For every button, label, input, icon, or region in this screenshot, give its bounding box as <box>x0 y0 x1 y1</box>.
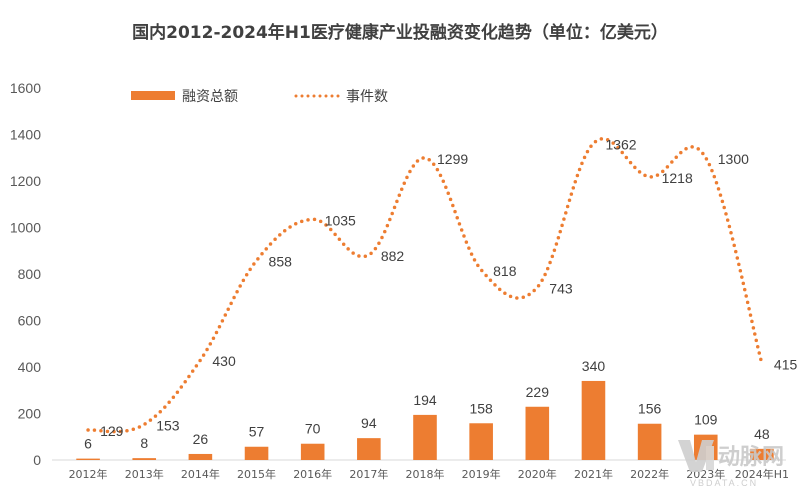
y-tick-label: 600 <box>18 313 42 329</box>
watermark-subtext: VBDATA.CN <box>690 478 758 488</box>
x-tick-label: 2019年 <box>462 467 501 481</box>
line-value-label: 415 <box>774 357 798 373</box>
y-tick-label: 400 <box>18 359 42 375</box>
line-series <box>86 137 764 434</box>
line-value-label: 743 <box>549 280 573 296</box>
bar-value-label: 48 <box>754 426 770 442</box>
legend-label-bar: 融资总额 <box>182 89 238 105</box>
chart-title: 国内2012-2024年H1医疗健康产业投融资变化趋势（单位：亿美元） <box>132 22 668 43</box>
x-tick-label: 2012年 <box>69 467 108 481</box>
bar-value-label: 70 <box>305 421 321 437</box>
x-tick-label: 2024年H1 <box>735 467 789 481</box>
bar-value-label: 26 <box>193 431 209 447</box>
x-tick-label: 2014年 <box>181 467 220 481</box>
bar-value-label: 194 <box>413 392 437 408</box>
watermark-logo-icon <box>678 440 714 472</box>
line-value-label: 153 <box>156 417 180 433</box>
x-tick-label: 2021年 <box>574 467 613 481</box>
line-value-label: 430 <box>212 353 236 369</box>
bar <box>469 423 493 460</box>
bar <box>132 458 157 460</box>
data-labels: 6 8 26 57 70 94 194 158 229 340 156 109 48 129 153 430 8… <box>84 136 797 451</box>
bar <box>188 453 213 460</box>
bar-value-label: 8 <box>140 435 148 451</box>
bar <box>76 458 100 460</box>
bar-value-label: 156 <box>638 401 662 417</box>
line-value-label: 129 <box>100 423 124 439</box>
x-tick-label: 2020年 <box>518 467 557 481</box>
x-tick-label: 2017年 <box>349 467 388 481</box>
bar <box>525 406 550 460</box>
line-value-label: 858 <box>269 254 293 270</box>
bar <box>750 448 774 460</box>
y-tick-label: 1400 <box>10 127 41 143</box>
y-tick-label: 200 <box>18 406 42 422</box>
watermark: 动脉网 VBDATA.CN <box>678 440 784 488</box>
legend-swatch-bar <box>131 91 175 100</box>
x-tick-label: 2015年 <box>237 467 276 481</box>
bar-series <box>76 380 774 460</box>
watermark-text: 动脉网 <box>718 445 784 470</box>
x-tick-label: 2016年 <box>293 467 332 481</box>
y-tick-label: 1600 <box>10 80 41 96</box>
bar-value-label: 158 <box>469 400 493 416</box>
bar-value-label: 57 <box>249 424 265 440</box>
bar <box>244 446 269 460</box>
x-tick-label: 2013年 <box>125 467 164 481</box>
bar-value-label: 94 <box>361 415 377 431</box>
x-axis: 2012年 2013年 2014年 2015年 2016年 2017年 2018年 2019年… <box>69 467 789 481</box>
bar <box>413 414 437 460</box>
legend: 融资总额 事件数 <box>131 89 388 105</box>
bar-value-label: 109 <box>694 412 718 428</box>
line-value-label: 818 <box>493 263 517 279</box>
bar <box>637 423 662 460</box>
bar-value-label: 229 <box>526 384 550 400</box>
line-value-label: 1299 <box>437 151 468 167</box>
y-axis: 0 200 400 600 800 1000 1200 1400 1600 <box>10 80 41 468</box>
line-path <box>86 137 764 434</box>
line-value-label: 1218 <box>662 170 693 186</box>
legend-label-line: 事件数 <box>346 89 388 105</box>
line-value-label: 882 <box>381 248 405 264</box>
x-tick-label: 2022年 <box>630 467 669 481</box>
y-tick-label: 1200 <box>10 173 41 189</box>
bar <box>357 438 381 460</box>
bar-value-label: 340 <box>582 358 606 374</box>
line-value-label: 1362 <box>605 136 636 152</box>
line-value-label: 1300 <box>718 151 749 167</box>
x-tick-label: 2018年 <box>406 467 445 481</box>
bar <box>300 443 325 460</box>
bar <box>581 380 606 460</box>
y-tick-label: 0 <box>33 452 41 468</box>
bar-value-label: 6 <box>84 436 92 452</box>
y-tick-label: 800 <box>18 266 42 282</box>
y-tick-label: 1000 <box>10 220 41 236</box>
line-value-label: 1035 <box>325 212 356 228</box>
